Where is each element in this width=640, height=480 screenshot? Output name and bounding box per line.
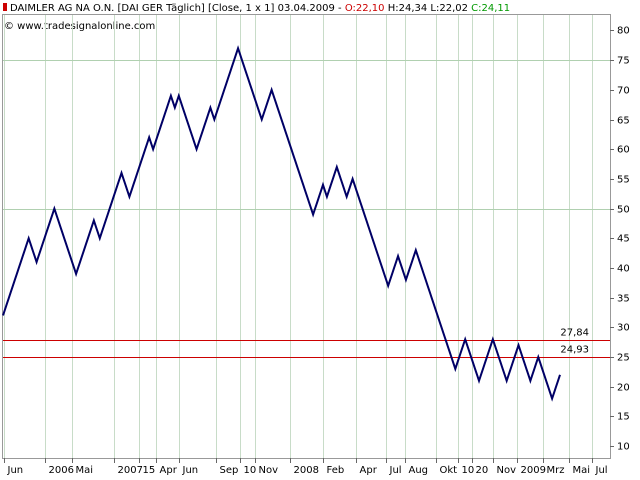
y-tick-label: 35 <box>617 294 630 305</box>
y-tick-label: 65 <box>617 116 630 127</box>
title-high-low: H:24,34 L:22,02 <box>388 3 468 14</box>
plot-frame <box>2 14 611 459</box>
x-tick-label: Nov <box>259 465 279 476</box>
y-tick-label: 30 <box>617 323 630 334</box>
title-name: DAIMLER AG NA O.N. [DAI GER Täglich] [Cl… <box>10 3 342 14</box>
x-tick-label: Jun <box>182 465 199 476</box>
x-tick-label: Mrz <box>547 465 565 476</box>
x-tick-label: Mai <box>573 465 591 476</box>
y-tick-label: 50 <box>617 205 630 216</box>
x-tick-label: 10 <box>462 465 475 476</box>
title-close: C:24,11 <box>471 3 510 14</box>
x-tick-label: Jul <box>389 465 402 476</box>
x-tick-label: Aug <box>409 465 429 476</box>
x-tick-label: Nov <box>497 465 517 476</box>
y-tick-label: 45 <box>617 234 630 245</box>
copyright: © www.tradesignalonline.com <box>4 21 155 32</box>
x-tick-label: Apr <box>160 465 178 476</box>
y-tick-label: 25 <box>617 353 630 364</box>
y-tick-label: 60 <box>617 145 630 156</box>
x-tick-label: 10 <box>244 465 257 476</box>
level-label: 27,84 <box>560 328 589 339</box>
y-tick-label: 20 <box>617 383 630 394</box>
y-tick-label: 40 <box>617 264 630 275</box>
title-open: O:22,10 <box>345 3 385 14</box>
y-tick-label: 70 <box>617 86 630 97</box>
x-tick-label: 20 <box>476 465 489 476</box>
logo <box>3 3 7 11</box>
y-tick-label: 75 <box>617 56 630 67</box>
x-tick-label: 15 <box>143 465 156 476</box>
price-line <box>2 45 561 402</box>
x-tick-label: Mai <box>76 465 94 476</box>
y-tick-label: 10 <box>617 442 630 453</box>
x-tick-label: Jun <box>7 465 24 476</box>
level-label: 24,93 <box>560 345 589 356</box>
x-tick-label: 2007 <box>118 465 143 476</box>
x-tick-label: 2009 <box>521 465 546 476</box>
y-tick-label: 15 <box>617 412 630 423</box>
x-tick-label: 2008 <box>294 465 319 476</box>
y-tick-label: 55 <box>617 175 630 186</box>
x-tick-label: 2006 <box>49 465 74 476</box>
x-tick-label: Feb <box>327 465 345 476</box>
chart-title: DAIMLER AG NA O.N. [DAI GER Täglich] [Cl… <box>10 3 510 14</box>
x-tick-label: Jul <box>595 465 608 476</box>
y-tick-label: 80 <box>617 26 630 37</box>
x-tick-label: Okt <box>440 465 458 476</box>
x-tick-label: Apr <box>360 465 378 476</box>
x-tick-label: Sep <box>220 465 239 476</box>
